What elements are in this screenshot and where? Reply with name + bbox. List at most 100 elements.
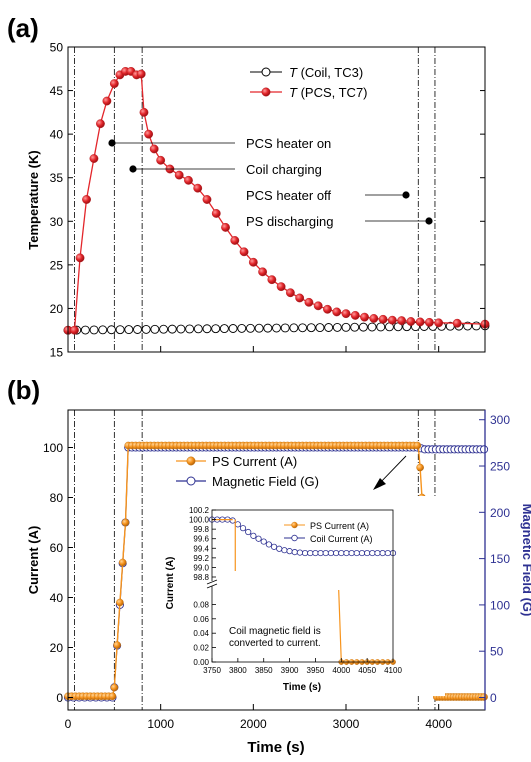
- inset-coil-current-point: [234, 521, 241, 528]
- inset-axis-break-gap: [205, 581, 219, 586]
- inset-coil-current-point: [358, 549, 366, 557]
- inset-coil-current-point: [250, 532, 257, 539]
- coil-temperature-point: [289, 323, 299, 333]
- inset-x-tick-label: 3850: [255, 666, 273, 675]
- inset-y-axis-title: Current (A): [165, 557, 176, 610]
- right-y-tick-label: 100: [490, 598, 510, 612]
- legend-pcs-text: (PCS, TC7): [297, 85, 368, 100]
- coil-temperature-point: [237, 323, 247, 333]
- inset-coil-current-point: [270, 543, 278, 550]
- panel-a-vertical-lines: [74, 47, 436, 352]
- y-tick-label: 80: [50, 491, 64, 505]
- inset-annotation: Coil magnetic field is converted to curr…: [229, 626, 324, 649]
- coil-temperature-point: [124, 325, 134, 335]
- coil-temperature-point: [263, 323, 273, 333]
- pcs-temperature-point: [424, 317, 434, 327]
- pcs-temperature-point: [174, 170, 184, 180]
- pcs-temperature-point: [156, 155, 166, 165]
- inset-axis-break-mark: [206, 583, 218, 589]
- y-tick-label: 0: [56, 691, 63, 705]
- inset-y-tick-label: 99.4: [193, 544, 209, 553]
- right-y-tick-label: 50: [490, 645, 504, 659]
- inset-y-tick-label: 99.6: [193, 535, 209, 544]
- inset-legend-item-ps-current: PS Current (A): [284, 521, 369, 531]
- pcs-temperature-point: [109, 79, 119, 89]
- inset-x-tick-label: 4000: [332, 666, 350, 675]
- inset-coil-current-point: [239, 525, 247, 532]
- svg-text:T (Coil, TC3): T (Coil, TC3): [289, 65, 363, 80]
- inset-coil-current-point: [369, 549, 376, 557]
- coil-temperature-point: [193, 324, 203, 334]
- coil-temperature-point: [306, 323, 316, 333]
- coil-temperature-point: [298, 323, 308, 333]
- inset-annotation-line-1: Coil magnetic field is: [229, 626, 321, 637]
- legend-ps-current-label: PS Current (A): [212, 454, 297, 469]
- coil-temperature-point: [167, 324, 177, 334]
- legend-pcs-italic: T: [289, 85, 298, 100]
- coil-temperature-point: [358, 322, 368, 332]
- inset-y-tick-label: 0.04: [193, 629, 209, 638]
- inset-annotation-line-2: converted to current.: [229, 638, 321, 649]
- inset-coil-current-point: [291, 549, 298, 556]
- inset-y-tick-label: 99.8: [193, 525, 209, 534]
- pcs-temperature-point: [230, 236, 240, 245]
- inset-coil-current-point: [312, 549, 319, 557]
- inset-coil-current-point: [301, 549, 309, 557]
- coil-temperature-point: [159, 324, 169, 334]
- ps-current-point: [416, 463, 424, 472]
- pcs-temperature-point: [184, 175, 193, 185]
- coil-temperature-point: [245, 323, 255, 333]
- panel-b-legend: PS Current (A) Magnetic Field (G): [176, 454, 319, 489]
- legend-item-magnetic-field: Magnetic Field (G): [176, 474, 319, 489]
- right-y-tick-label: 0: [490, 691, 497, 705]
- panel-a-legend: T (Coil, TC3) T (PCS, TC7): [250, 65, 368, 100]
- y-tick-label: 35: [50, 171, 64, 185]
- coil-temperature-point: [341, 322, 351, 332]
- panel-a-axes: 15 20 25 30 35 40 45 50: [50, 41, 485, 360]
- ps-current-point: [108, 692, 117, 701]
- ps-current-point: [110, 683, 119, 692]
- inset-coil-current-point: [286, 548, 293, 555]
- y-tick-label: 45: [50, 84, 64, 98]
- inset-coil-current-point: [348, 549, 355, 557]
- pcs-temperature-point: [75, 253, 85, 263]
- magnetic-field-point: [480, 445, 489, 454]
- panel-b-label: (b): [7, 375, 40, 405]
- coil-temperature-point: [80, 325, 90, 335]
- pcs-temperature-point: [267, 275, 277, 285]
- inset-coil-current-point: [281, 547, 288, 554]
- inset-y-tick-label: 100.2: [189, 506, 210, 515]
- pcs-temperature-point: [70, 325, 79, 335]
- inset-coil-current-point: [384, 549, 391, 557]
- inset-coil-current-point: [327, 549, 335, 557]
- pcs-temperature-point: [102, 96, 112, 106]
- pcs-temperature-point: [332, 307, 342, 317]
- inset-x-tick-label: 3800: [229, 666, 247, 675]
- annotation-pcs-heater-off: PCS heater off: [246, 188, 331, 203]
- pcs-temperature-point: [221, 222, 230, 232]
- pcs-temperature-point: [96, 119, 105, 129]
- coil-temperature-point: [272, 323, 281, 333]
- pcs-temperature-point: [202, 195, 212, 204]
- legend-magnetic-field-label: Magnetic Field (G): [212, 474, 319, 489]
- pcs-temperature-point: [193, 183, 203, 193]
- y-tick-label: 20: [50, 302, 64, 316]
- inset-coil-current-point: [229, 517, 236, 524]
- coil-temperature-point: [106, 325, 116, 335]
- coil-temperature-point: [315, 323, 325, 333]
- inset-coil-current-point: [260, 538, 267, 545]
- pcs-temperature-point: [369, 314, 379, 323]
- coil-temperature-point: [367, 322, 377, 332]
- pcs-temperature-point: [378, 314, 388, 324]
- inset-y-tick-label: 0.08: [193, 600, 209, 609]
- inset-coil-current-point: [245, 528, 252, 536]
- coil-temperature-point: [133, 325, 142, 334]
- inset-legend-coil-current-label: Coil Current (A): [310, 534, 373, 544]
- inset-y-tick-label: 0.06: [193, 615, 209, 624]
- legend-item-ps-current: PS Current (A): [176, 454, 297, 469]
- coil-temperature-point: [141, 324, 151, 334]
- pcs-temperature-point: [434, 318, 444, 328]
